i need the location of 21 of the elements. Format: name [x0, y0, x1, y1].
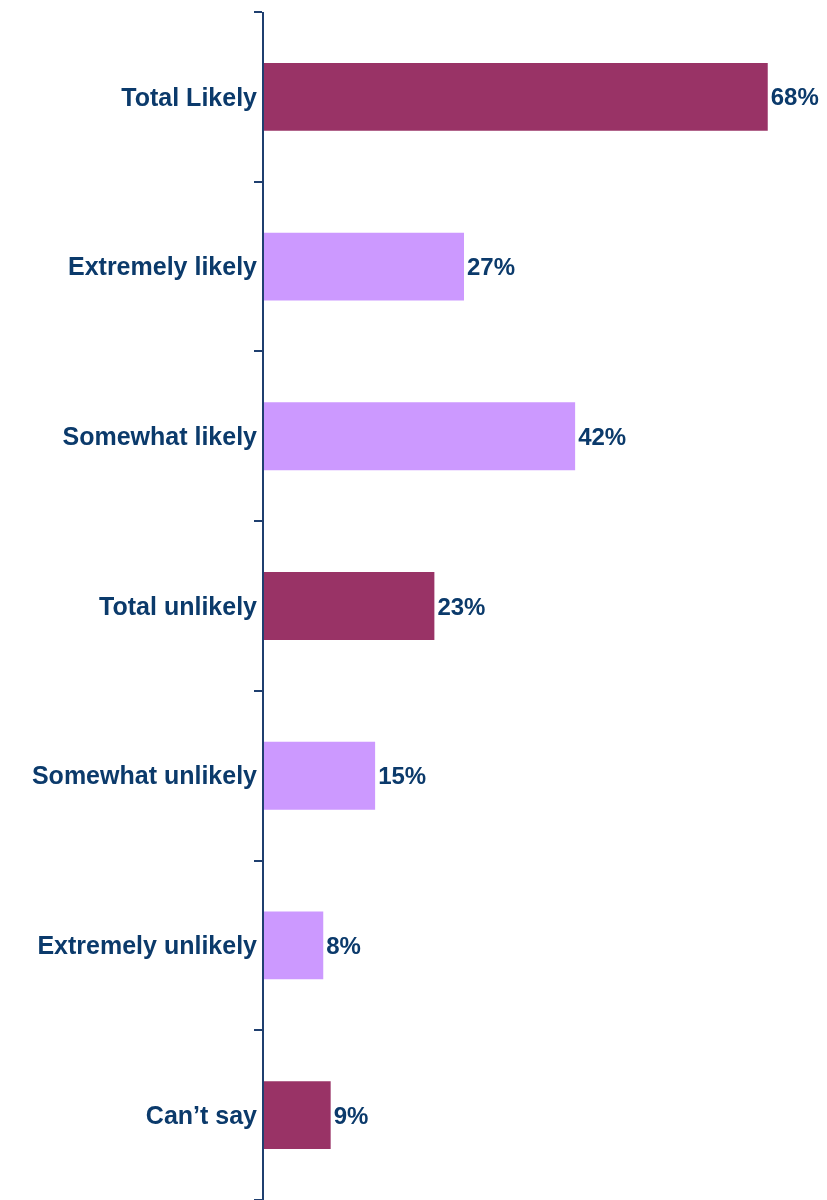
- y-tick-label: Somewhat unlikely: [31, 761, 258, 790]
- bar: [264, 1081, 331, 1150]
- bar: [264, 402, 576, 471]
- data-label: 42%: [578, 422, 627, 450]
- data-label: 8%: [326, 931, 361, 959]
- y-tick-label: Extremely unlikely: [37, 931, 258, 960]
- bar: [264, 232, 465, 301]
- y-tick-label: Somewhat likely: [62, 422, 258, 451]
- data-label: 68%: [770, 83, 819, 111]
- data-label: 27%: [467, 253, 516, 281]
- bar: [264, 911, 324, 980]
- bar: [264, 572, 435, 640]
- y-tick-label: Can’t say: [145, 1100, 258, 1129]
- y-tick-label: Total unlikely: [99, 591, 258, 620]
- data-label: 23%: [437, 592, 486, 620]
- y-tick-label: Extremely likely: [67, 252, 258, 281]
- data-label: 9%: [333, 1101, 369, 1129]
- data-label: 15%: [378, 762, 427, 790]
- bar: [264, 741, 376, 810]
- y-tick-label: Total Likely: [121, 82, 258, 111]
- bar: [264, 62, 768, 131]
